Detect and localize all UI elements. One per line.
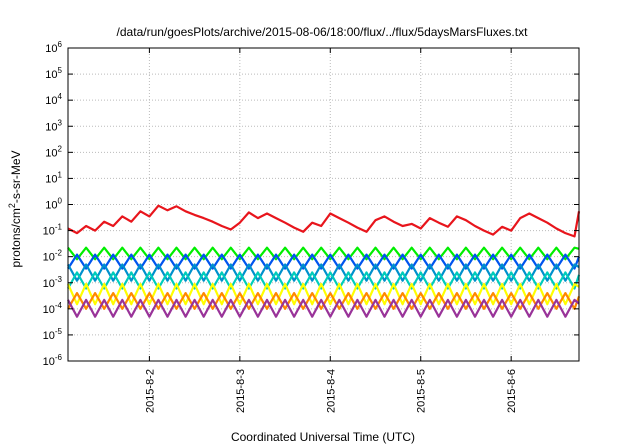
y-tick-label: 10-1 <box>43 223 63 238</box>
x-tick-label: 2015-8-5 <box>416 369 428 413</box>
y-axis-ticks: 10-6 10-5 10-4 10-3 10-2 10-1 100 101 102 103 104 1… <box>43 40 579 368</box>
x-tick-label: 2015-8-2 <box>144 369 156 413</box>
y-tick-label: 100 <box>45 197 62 212</box>
x-tick-label: 2015-8-3 <box>235 369 247 413</box>
y-tick-label: 102 <box>45 144 62 159</box>
y-tick-label: 103 <box>45 118 62 133</box>
y-tick-label: 106 <box>45 40 62 55</box>
series-line <box>66 282 580 306</box>
series-line <box>67 204 581 238</box>
series-line <box>67 271 581 290</box>
y-tick-label: 10-4 <box>43 301 63 316</box>
y-axis-label-sup: 2 <box>7 203 17 208</box>
y-tick-label: 10-3 <box>43 275 63 290</box>
y-tick-label: 105 <box>45 66 62 81</box>
x-tick-label: 2015-8-4 <box>325 369 337 413</box>
y-tick-label: 10-5 <box>43 327 63 342</box>
series-line <box>67 263 580 282</box>
y-axis-label-pre: protons/cm <box>9 208 23 267</box>
chart-title: /data/run/goesPlots/archive/2015-08-06/1… <box>117 25 529 39</box>
series-line <box>67 253 581 270</box>
y-axis-label-post: -s-sr-MeV <box>9 150 23 203</box>
y-tick-label: 101 <box>45 170 62 185</box>
series-line <box>67 246 580 261</box>
series-line <box>67 292 581 310</box>
series-lines <box>66 204 581 318</box>
y-tick-label: 10-6 <box>43 353 63 368</box>
y-tick-label: 10-2 <box>43 249 63 264</box>
x-tick-label: 2015-8-6 <box>506 369 518 413</box>
y-axis-label: protons/cm2-s-sr-MeV <box>7 150 23 267</box>
y-tick-label: 104 <box>45 92 62 107</box>
series-line <box>67 298 580 318</box>
grid <box>68 48 579 361</box>
x-axis-ticks: 2015-8-2 2015-8-3 2015-8-4 2015-8-5 2015-8-6 <box>144 48 518 413</box>
x-axis-label: Coordinated Universal Time (UTC) <box>231 430 415 444</box>
